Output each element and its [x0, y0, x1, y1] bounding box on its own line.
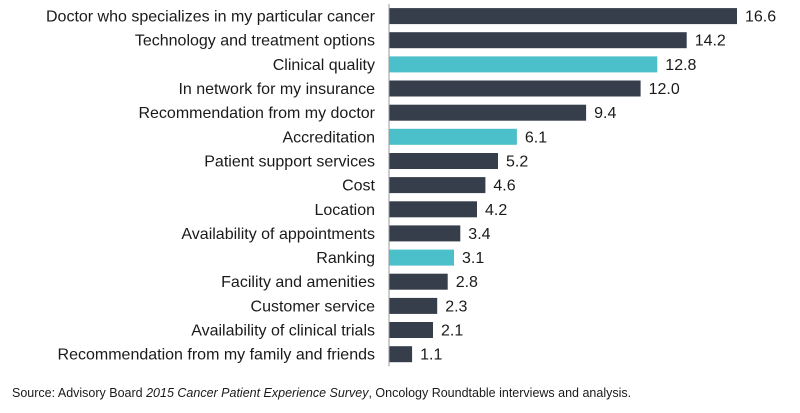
category-label-1: Technology and treatment options: [135, 33, 375, 50]
category-label-11: Facility and amenities: [221, 274, 375, 291]
value-label-8: 4.2: [485, 202, 507, 219]
category-label-13: Availability of clinical trials: [191, 323, 375, 340]
bar-14: [389, 346, 413, 363]
value-label-2: 12.8: [665, 57, 696, 74]
value-label-7: 4.6: [493, 178, 515, 195]
bar-7: [389, 177, 486, 194]
value-label-13: 2.1: [441, 323, 463, 340]
value-label-4: 9.4: [594, 105, 616, 122]
source-note: Source: Advisory Board 2015 Cancer Patie…: [12, 386, 631, 400]
value-label-11: 2.8: [456, 274, 478, 291]
category-label-14: Recommendation from my family and friend…: [58, 347, 375, 364]
source-survey-title: 2015 Cancer Patient Experience Survey: [146, 386, 369, 400]
bar-1: [389, 32, 687, 49]
value-label-14: 1.1: [420, 347, 442, 364]
bar-4: [389, 104, 587, 121]
source-suffix: , Oncology Roundtable interviews and ana…: [368, 386, 632, 400]
bar-9: [389, 225, 461, 242]
bar-5: [389, 128, 517, 145]
value-label-12: 2.3: [445, 298, 467, 315]
bar-2: [389, 56, 658, 73]
bar-8: [389, 201, 477, 218]
category-label-10: Ranking: [316, 250, 375, 267]
value-label-10: 3.1: [462, 250, 484, 267]
value-label-5: 6.1: [525, 129, 547, 146]
category-label-7: Cost: [342, 178, 375, 195]
bar-chart: Doctor who specializes in my particular …: [46, 4, 776, 367]
value-label-1: 14.2: [695, 33, 726, 50]
source-prefix: Source: Advisory Board: [12, 386, 147, 400]
category-label-12: Customer service: [251, 298, 376, 315]
value-label-6: 5.2: [506, 154, 528, 171]
category-label-5: Accreditation: [283, 129, 376, 146]
category-label-3: In network for my insurance: [178, 81, 375, 98]
bar-13: [389, 322, 433, 338]
bar-10: [389, 249, 454, 266]
category-label-4: Recommendation from my doctor: [138, 105, 375, 122]
category-label-6: Patient support services: [204, 154, 375, 171]
value-label-9: 3.4: [468, 226, 490, 243]
bars-group: Doctor who specializes in my particular …: [46, 8, 776, 364]
bar-0: [389, 8, 737, 25]
bar-3: [389, 80, 641, 97]
value-label-0: 16.6: [745, 9, 776, 26]
bar-11: [389, 273, 448, 290]
value-label-3: 12.0: [649, 81, 680, 98]
category-label-9: Availability of appointments: [181, 226, 375, 243]
category-label-0: Doctor who specializes in my particular …: [46, 9, 376, 26]
bar-12: [389, 297, 438, 314]
bar-6: [389, 153, 498, 169]
category-label-2: Clinical quality: [273, 57, 375, 74]
category-label-8: Location: [315, 202, 376, 219]
